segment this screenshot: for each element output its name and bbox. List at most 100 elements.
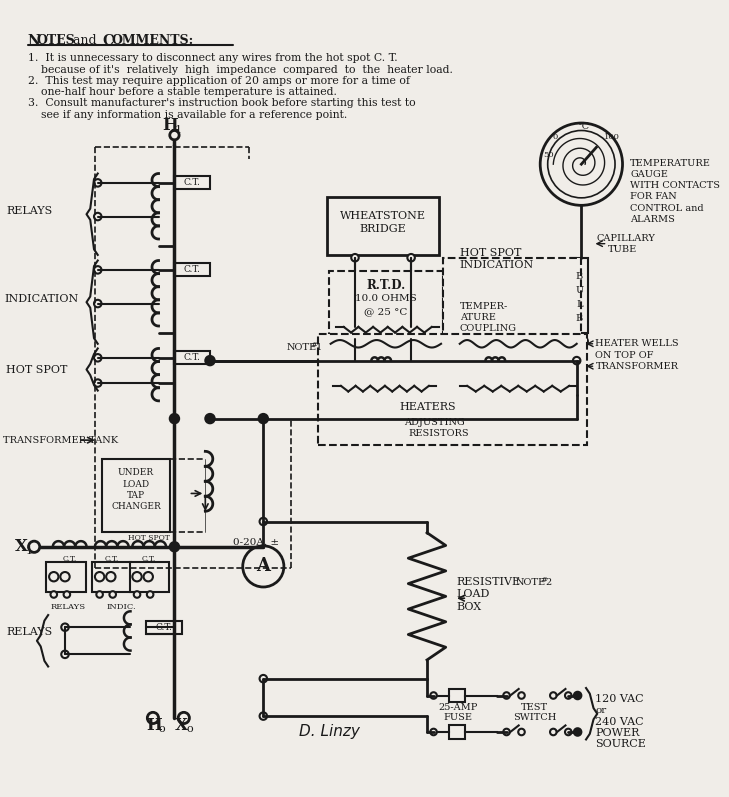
Text: TAP: TAP xyxy=(127,491,145,500)
Bar xyxy=(448,689,465,702)
Circle shape xyxy=(63,591,70,598)
Text: RESISTORS: RESISTORS xyxy=(408,429,469,438)
Text: 240 VAC: 240 VAC xyxy=(596,717,644,727)
Text: HEATER WELLS: HEATER WELLS xyxy=(596,340,679,348)
Text: INDIC.: INDIC. xyxy=(106,603,136,611)
Text: HOT SPOT: HOT SPOT xyxy=(6,365,68,375)
Text: LOAD: LOAD xyxy=(122,480,149,489)
Circle shape xyxy=(565,693,572,699)
Circle shape xyxy=(206,414,214,423)
Text: 0: 0 xyxy=(553,133,558,141)
Circle shape xyxy=(61,650,69,658)
Text: FOR FAN: FOR FAN xyxy=(630,192,677,202)
Text: o: o xyxy=(158,724,165,734)
Circle shape xyxy=(550,728,556,736)
Circle shape xyxy=(178,713,190,724)
Circle shape xyxy=(260,675,267,682)
Text: B: B xyxy=(576,272,583,281)
Text: RELAYS: RELAYS xyxy=(6,206,52,216)
Circle shape xyxy=(133,591,140,598)
Bar xyxy=(318,335,587,445)
Circle shape xyxy=(144,572,153,581)
Text: C.T.: C.T. xyxy=(142,555,156,563)
Bar xyxy=(571,257,588,332)
Text: 1: 1 xyxy=(316,343,322,352)
Circle shape xyxy=(351,357,359,364)
Text: A: A xyxy=(257,557,270,575)
Circle shape xyxy=(430,728,437,736)
Circle shape xyxy=(96,591,103,598)
Circle shape xyxy=(147,713,158,724)
Text: ALARMS: ALARMS xyxy=(630,215,675,224)
Text: 25-AMP: 25-AMP xyxy=(438,703,477,713)
Circle shape xyxy=(259,414,268,423)
Text: 50: 50 xyxy=(543,151,554,159)
Circle shape xyxy=(170,542,179,552)
Text: CHANGER: CHANGER xyxy=(112,502,161,511)
Bar xyxy=(448,725,465,739)
Circle shape xyxy=(550,693,556,699)
Circle shape xyxy=(147,591,153,598)
Circle shape xyxy=(94,213,101,220)
Text: 0-20A. ±: 0-20A. ± xyxy=(233,538,279,547)
Circle shape xyxy=(260,518,267,525)
Circle shape xyxy=(260,713,267,720)
Circle shape xyxy=(430,693,437,699)
Text: 2: 2 xyxy=(546,578,552,587)
Text: #: # xyxy=(540,575,547,583)
Text: H: H xyxy=(147,717,162,734)
Circle shape xyxy=(571,333,588,351)
Text: C.T.: C.T. xyxy=(105,555,119,563)
Circle shape xyxy=(206,356,214,365)
Text: BOX: BOX xyxy=(456,602,481,611)
Text: HEATERS: HEATERS xyxy=(399,402,456,412)
Text: 120 VAC: 120 VAC xyxy=(596,694,644,705)
Text: ATURE: ATURE xyxy=(460,313,496,322)
Circle shape xyxy=(518,728,525,736)
Bar xyxy=(92,562,131,591)
Text: C: C xyxy=(102,33,114,48)
Circle shape xyxy=(408,357,415,364)
Text: SWITCH: SWITCH xyxy=(513,713,556,722)
Text: o: o xyxy=(187,724,193,734)
Text: see if any information is available for a reference point.: see if any information is available for … xyxy=(41,110,347,120)
Text: 2.  This test may require application of 20 amps or more for a time of: 2. This test may require application of … xyxy=(28,76,410,86)
Text: ADJUSTING: ADJUSTING xyxy=(404,418,464,427)
Bar xyxy=(443,257,581,402)
Text: 1.  It is unnecessary to disconnect any wires from the hot spot C. T.: 1. It is unnecessary to disconnect any w… xyxy=(28,53,397,64)
Text: 1: 1 xyxy=(26,545,33,556)
Text: and: and xyxy=(69,34,101,47)
Text: one-half hour before a stable temperature is attained.: one-half hour before a stable temperatur… xyxy=(41,87,337,97)
Circle shape xyxy=(518,693,525,699)
Circle shape xyxy=(106,572,115,581)
Text: X: X xyxy=(15,538,28,556)
Text: HOT SPOT: HOT SPOT xyxy=(128,534,170,542)
Circle shape xyxy=(540,123,623,206)
Text: WHEATSTONE: WHEATSTONE xyxy=(340,210,426,221)
Circle shape xyxy=(408,336,415,343)
Text: R.T.D.: R.T.D. xyxy=(366,279,405,292)
Circle shape xyxy=(503,728,510,736)
Text: L: L xyxy=(576,300,582,309)
Text: RESISTIVE: RESISTIVE xyxy=(456,577,520,587)
Text: OMMENTS:: OMMENTS: xyxy=(112,34,194,47)
Text: CAPILLARY: CAPILLARY xyxy=(596,234,655,242)
Circle shape xyxy=(573,357,580,364)
Bar xyxy=(147,621,182,634)
Text: TRANSFORMER TANK: TRANSFORMER TANK xyxy=(3,436,118,445)
Circle shape xyxy=(408,254,415,261)
Text: B: B xyxy=(576,314,583,323)
Text: WITH CONTACTS: WITH CONTACTS xyxy=(630,181,720,190)
Text: LOAD: LOAD xyxy=(456,590,489,599)
Text: TEST: TEST xyxy=(521,703,548,713)
Bar xyxy=(174,176,210,190)
Bar xyxy=(327,197,439,255)
Circle shape xyxy=(50,591,57,598)
Circle shape xyxy=(49,572,58,581)
Text: UNDER: UNDER xyxy=(118,469,154,477)
Text: C.T.: C.T. xyxy=(184,179,200,187)
Bar xyxy=(174,351,210,364)
Circle shape xyxy=(565,728,572,736)
Circle shape xyxy=(547,131,615,198)
Text: #: # xyxy=(310,340,317,349)
